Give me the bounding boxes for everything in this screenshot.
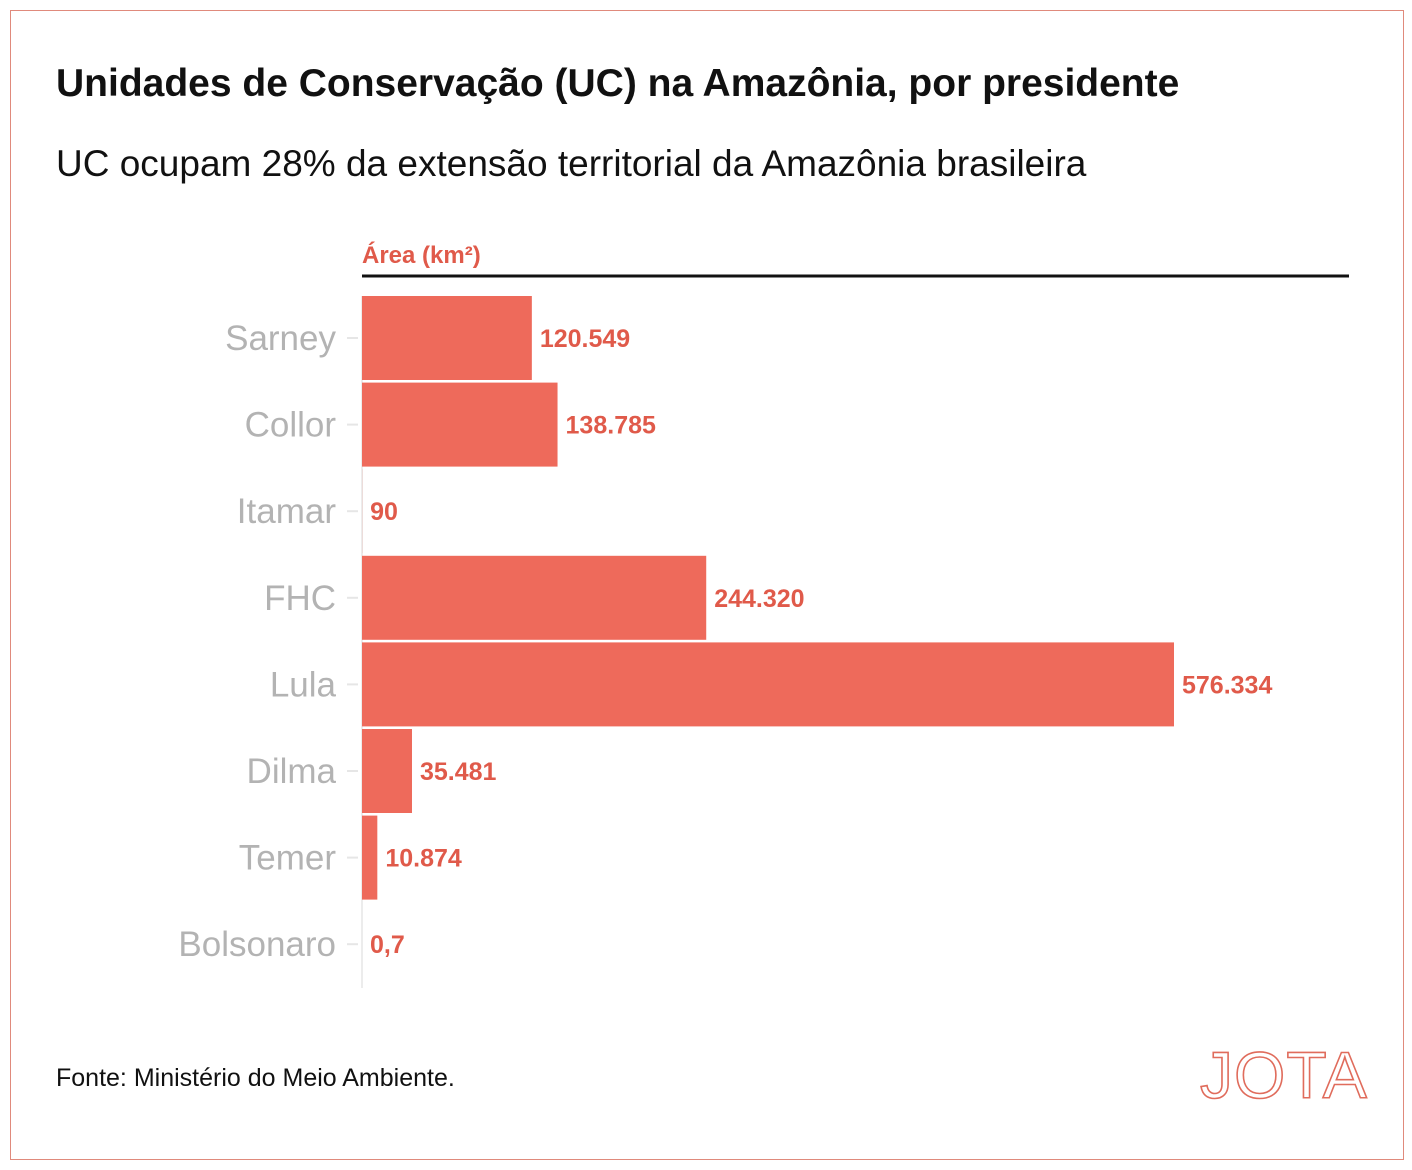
value-label: 244.320 (714, 585, 804, 613)
axis-title: Área (km²) (362, 241, 481, 269)
category-label: FHC (264, 579, 336, 618)
bar (362, 729, 412, 813)
chart-subtitle: UC ocupam 28% da extensão territorial da… (56, 143, 1087, 184)
category-label: Dilma (247, 752, 337, 791)
jota-logo: JOTA (1199, 1038, 1368, 1112)
value-label: 138.785 (566, 412, 656, 440)
category-label: Itamar (237, 492, 337, 531)
value-label: 10.874 (385, 845, 462, 873)
chart-frame (10, 10, 1404, 1160)
bar (362, 555, 707, 640)
category-label: Collor (245, 406, 337, 445)
value-label: 576.334 (1182, 671, 1272, 699)
chart-title: Unidades de Conservação (UC) na Amazônia… (56, 62, 1180, 105)
bar (362, 382, 558, 467)
category-label: Bolsonaro (178, 925, 336, 964)
bar (362, 642, 1174, 727)
bar (362, 296, 532, 380)
bar (362, 815, 378, 900)
value-label: 35.481 (420, 758, 497, 786)
value-label: 120.549 (540, 325, 630, 353)
category-label: Temer (239, 839, 337, 878)
value-label: 90 (370, 498, 398, 526)
source-note: Fonte: Ministério do Meio Ambiente. (56, 1064, 455, 1092)
category-label: Lula (270, 665, 337, 704)
category-label: Sarney (225, 319, 336, 358)
value-label: 0,7 (370, 931, 405, 959)
